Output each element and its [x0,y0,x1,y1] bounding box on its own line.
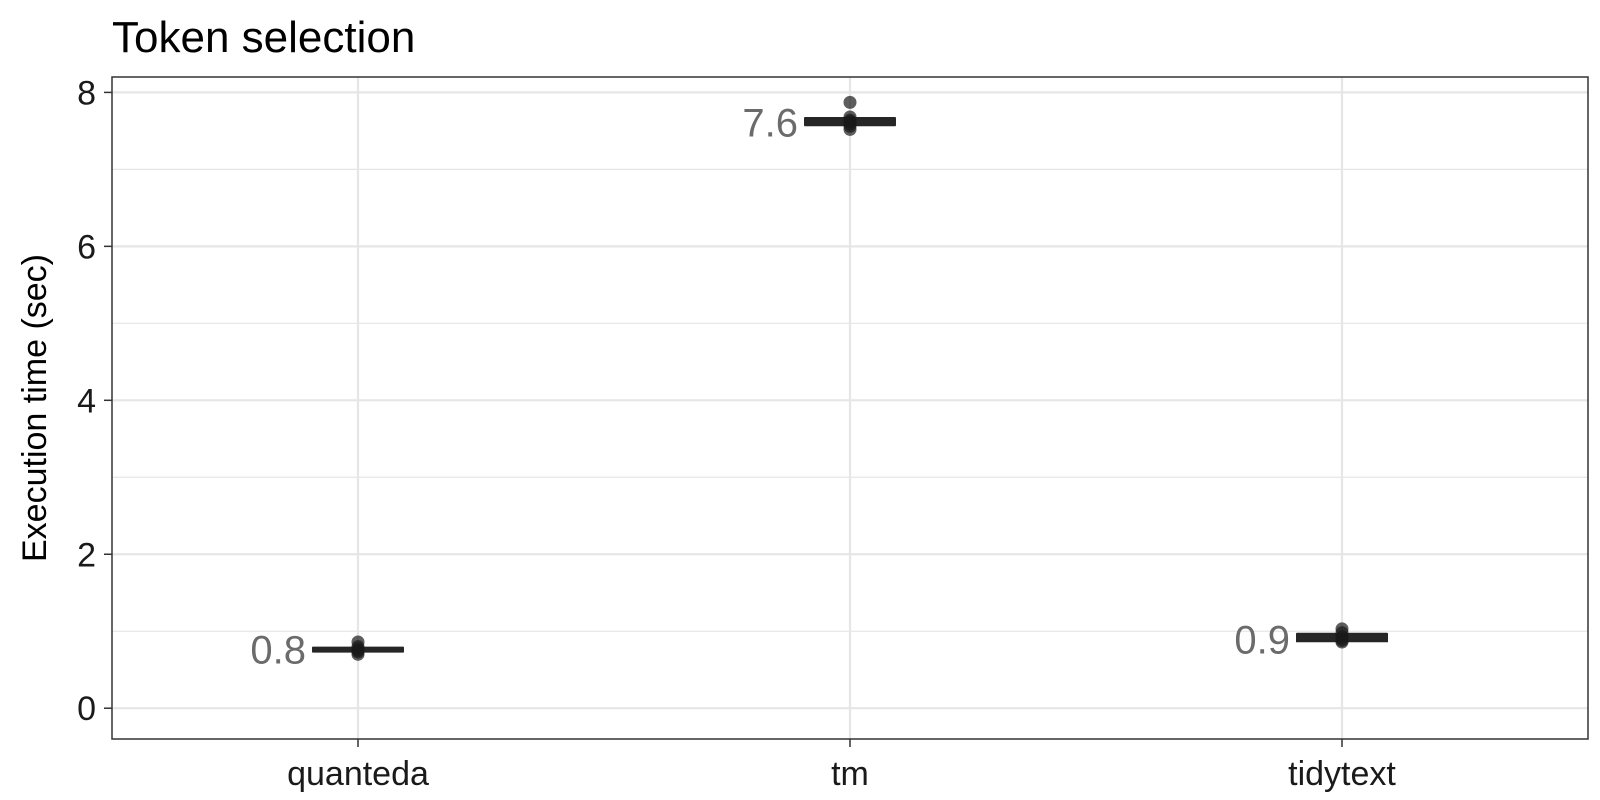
data-point-tm [843,110,857,124]
grid [112,77,1588,739]
y-tick-label: 6 [77,228,96,266]
y-tick-label: 4 [77,382,96,420]
data-point-tm [843,95,857,109]
axes: 0 2 4 6 8 quanteda tm tidytext [77,74,1396,793]
data-point-quanteda [351,635,365,649]
plot-marks: 0.8 7.6 0.9 [250,95,1388,673]
chart-title: Token selection [112,13,415,62]
median-label-quanteda: 0.8 [250,629,306,673]
x-tick-label: tidytext [1288,755,1396,793]
y-axis-title: Execution time (sec) [16,254,54,562]
x-tick-label: tm [831,755,869,793]
median-label-tidytext: 0.9 [1234,619,1290,663]
y-tick-label: 2 [77,536,96,574]
y-tick-label: 0 [77,690,96,728]
data-point-tidytext [1335,622,1349,636]
median-label-tm: 7.6 [742,101,798,145]
x-tick-label: quanteda [287,755,429,793]
y-tick-label: 8 [77,74,96,112]
